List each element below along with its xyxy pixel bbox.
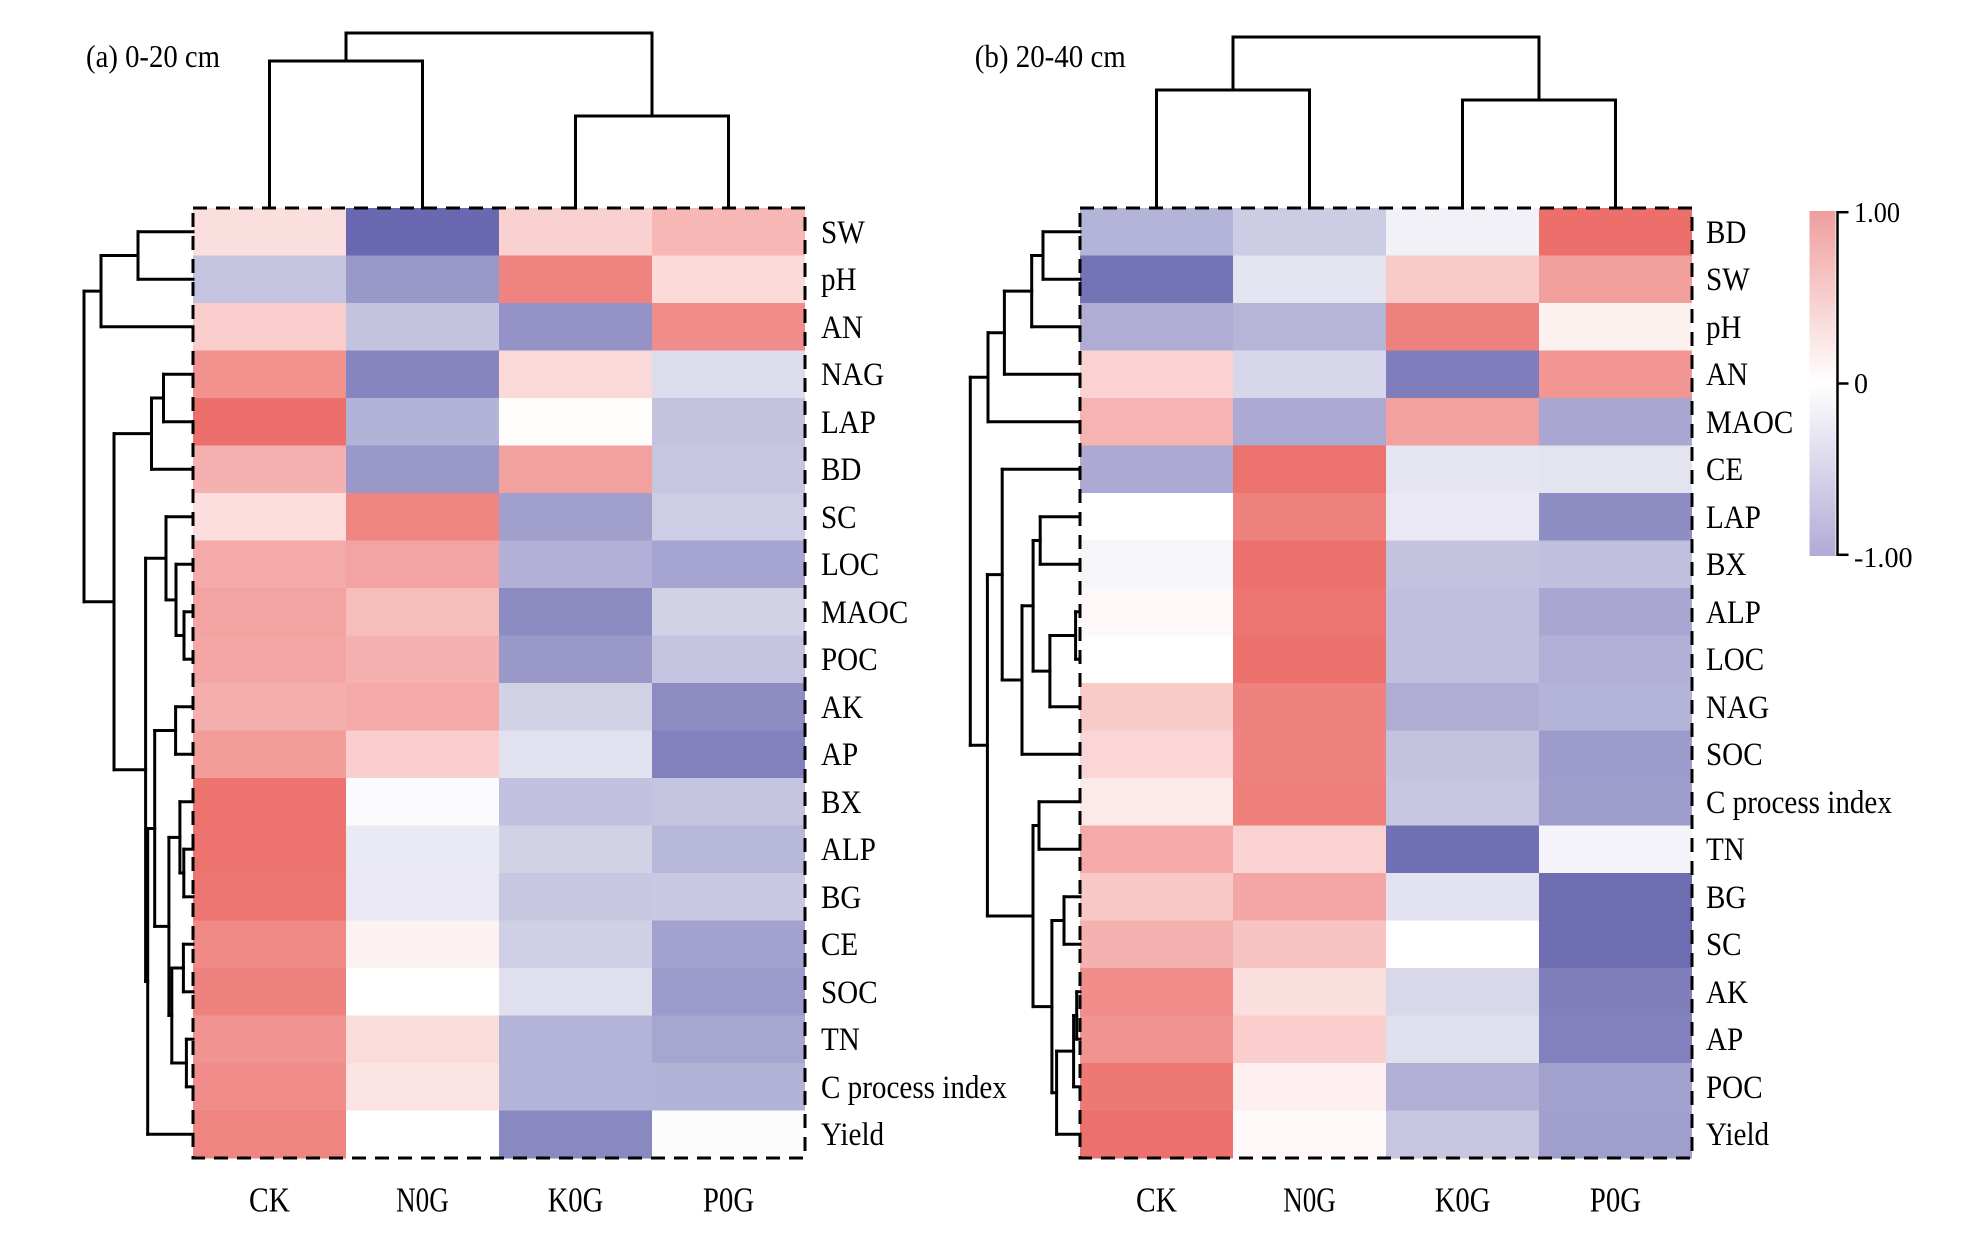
svg-text:SW: SW (1706, 262, 1750, 298)
svg-text:Yield: Yield (821, 1117, 885, 1153)
svg-text:TN: TN (821, 1022, 860, 1058)
svg-text:AN: AN (821, 310, 863, 346)
svg-text:ALP: ALP (1706, 595, 1761, 631)
svg-text:CE: CE (821, 927, 858, 963)
svg-text:K0G: K0G (548, 1181, 604, 1220)
svg-text:N0G: N0G (396, 1181, 449, 1220)
svg-text:SC: SC (821, 500, 857, 536)
svg-text:CK: CK (249, 1181, 290, 1220)
svg-text:SOC: SOC (1706, 737, 1763, 773)
svg-text:C process index: C process index (821, 1070, 1007, 1106)
svg-text:1.00: 1.00 (1854, 198, 1900, 229)
svg-text:SOC: SOC (821, 975, 878, 1011)
svg-text:0: 0 (1854, 369, 1868, 400)
svg-text:AP: AP (821, 737, 858, 773)
svg-text:N0G: N0G (1283, 1181, 1336, 1220)
svg-text:K0G: K0G (1435, 1181, 1491, 1220)
svg-text:(a) 0-20 cm: (a) 0-20 cm (86, 38, 220, 74)
svg-text:AK: AK (821, 690, 863, 726)
svg-text:TN: TN (1706, 832, 1745, 868)
svg-text:AP: AP (1706, 1022, 1743, 1058)
svg-text:BG: BG (1706, 880, 1746, 916)
svg-text:BX: BX (1706, 547, 1747, 583)
svg-text:POC: POC (821, 642, 878, 678)
svg-text:pH: pH (1706, 310, 1742, 346)
svg-text:LOC: LOC (1706, 642, 1764, 678)
svg-text:MAOC: MAOC (1706, 405, 1793, 441)
svg-text:-1.00: -1.00 (1854, 543, 1913, 574)
svg-text:CK: CK (1136, 1181, 1177, 1220)
svg-text:P0G: P0G (703, 1181, 754, 1220)
svg-text:(b) 20-40 cm: (b) 20-40 cm (975, 38, 1126, 74)
svg-text:AN: AN (1706, 357, 1748, 393)
svg-text:BX: BX (821, 785, 862, 821)
svg-text:pH: pH (821, 262, 857, 298)
svg-text:BG: BG (821, 880, 861, 916)
svg-text:AK: AK (1706, 975, 1748, 1011)
svg-text:BD: BD (821, 452, 861, 488)
svg-text:POC: POC (1706, 1070, 1763, 1106)
svg-text:CE: CE (1706, 452, 1743, 488)
svg-text:ALP: ALP (821, 832, 876, 868)
svg-text:MAOC: MAOC (821, 595, 908, 631)
svg-text:SC: SC (1706, 927, 1742, 963)
svg-text:NAG: NAG (821, 357, 884, 393)
svg-text:Yield: Yield (1706, 1117, 1770, 1153)
svg-text:SW: SW (821, 215, 865, 251)
svg-text:BD: BD (1706, 215, 1746, 251)
svg-text:NAG: NAG (1706, 690, 1769, 726)
svg-text:P0G: P0G (1590, 1181, 1641, 1220)
svg-text:LAP: LAP (821, 405, 876, 441)
svg-text:LAP: LAP (1706, 500, 1761, 536)
svg-text:LOC: LOC (821, 547, 879, 583)
svg-text:C process index: C process index (1706, 785, 1892, 821)
